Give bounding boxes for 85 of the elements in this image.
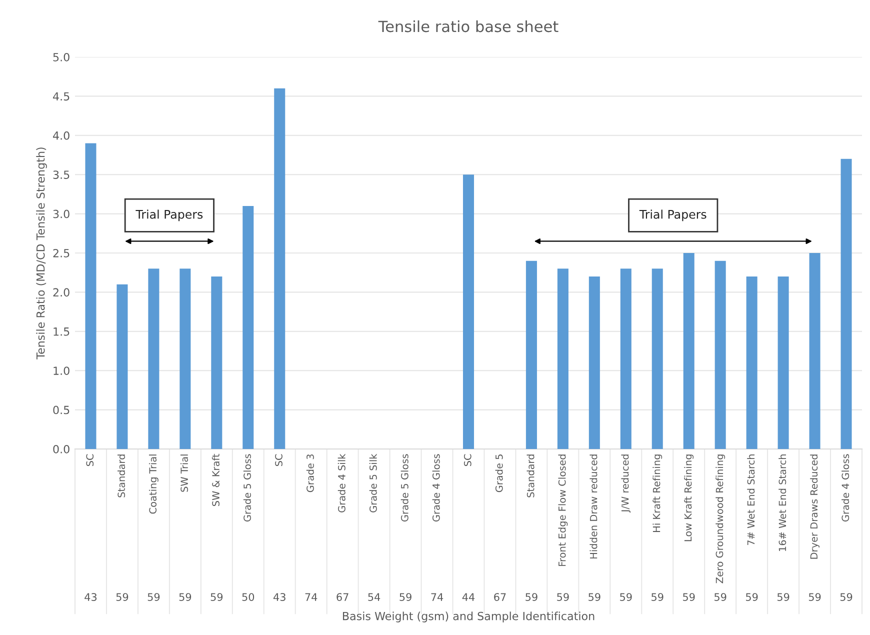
text: 59	[652, 593, 664, 601]
text: 43	[274, 593, 286, 601]
y-tick-label: 5.0	[53, 52, 70, 62]
y-tick-label: 2.5	[53, 248, 70, 258]
bar	[588, 276, 600, 449]
text: 59	[588, 593, 600, 601]
y-tick-label: 0.0	[53, 444, 70, 454]
x-tick-label: SC	[464, 454, 472, 466]
bar	[557, 268, 568, 449]
x-tick-label: Grade 3	[306, 454, 314, 492]
text: 59	[840, 593, 852, 601]
y-tick-label: 0.5	[53, 406, 70, 414]
y-tick-label: 3.5	[53, 170, 70, 179]
y-tick-label: 1.5	[54, 328, 70, 336]
text: 59	[683, 593, 695, 601]
x-tick-label: J/W reduced	[621, 454, 631, 513]
x-tick-label: Grade 5	[495, 454, 503, 492]
x-tick-label: Grade 4 Gloss	[842, 454, 850, 522]
bar	[620, 268, 632, 449]
text: 59	[808, 593, 821, 601]
annotation: Trial Papers	[639, 210, 706, 222]
y-tick-label: 4.5	[53, 92, 70, 101]
text: 67	[336, 593, 348, 601]
x-tick-label: SW Trial	[180, 454, 188, 492]
text: 59	[179, 593, 192, 601]
x-tick-label: Front Edge Flow Closed	[558, 454, 568, 566]
y-axis-title: Tensile Ratio (MD/CD Tensile Strength)	[36, 148, 47, 360]
y-tick-label: 1.0	[54, 366, 70, 375]
x-tick-label: Grade 4 Silk	[338, 454, 346, 512]
bar	[746, 276, 758, 449]
text: 54	[368, 593, 380, 601]
text: 59	[746, 593, 758, 601]
x-tick-label: Hi Kraft Refining	[652, 454, 662, 532]
text: 67	[494, 593, 506, 601]
bar	[242, 206, 254, 449]
bar	[148, 268, 160, 449]
y-tick-label: 3.0	[53, 210, 70, 218]
x-tick-label: Dryer Draws Reduced	[810, 454, 820, 559]
text: 59	[777, 593, 790, 601]
bar	[778, 276, 789, 449]
x-tick-label: SC	[86, 454, 94, 466]
text: 59	[400, 593, 412, 601]
x-tick-label: SW & Kraft	[212, 454, 220, 506]
text: 59	[116, 593, 128, 601]
bar	[526, 260, 537, 449]
text: 43	[84, 593, 97, 601]
chart-title: Tensile ratio base sheet	[378, 20, 558, 32]
x-tick-label: SC	[275, 454, 282, 466]
bar	[180, 268, 191, 449]
bar	[274, 88, 286, 449]
x-tick-label: 7# Wet End Starch	[747, 454, 755, 546]
bar	[652, 268, 663, 449]
x-tick-label: Grade 5 Gloss	[400, 454, 408, 522]
text: 59	[714, 593, 726, 601]
x-tick-label: Grade 5 Gloss	[243, 454, 251, 522]
text: 59	[620, 593, 632, 601]
bar	[809, 253, 820, 449]
bar	[85, 143, 96, 449]
text: 59	[557, 593, 569, 601]
bar	[211, 276, 222, 449]
text: 59	[148, 593, 160, 601]
x-tick-label: Grade 4 Gloss	[432, 454, 440, 522]
x-tick-label: Low Kraft Refining	[684, 454, 694, 542]
x-tick-label: Hidden Draw reduced	[590, 454, 598, 558]
x-tick-label: Standard	[526, 454, 534, 498]
x-tick-label: 16# Wet End Starch	[778, 454, 786, 551]
bar	[116, 284, 128, 449]
bar	[683, 253, 694, 449]
text: 59	[210, 593, 223, 601]
text: 50	[242, 593, 254, 601]
bar	[462, 174, 474, 449]
annotation: Trial Papers	[136, 210, 203, 222]
bar	[714, 260, 726, 449]
x-tick-label: Standard	[118, 454, 126, 498]
text: 74	[431, 593, 444, 601]
x-axis-title: Basis Weight (gsm) and Sample Identification	[342, 612, 594, 622]
text: 44	[462, 593, 475, 601]
x-tick-label: Coating Trial	[148, 454, 158, 514]
text: 74	[305, 593, 318, 601]
x-tick-label: Grade 5 Silk	[369, 454, 377, 512]
text: 59	[526, 593, 538, 601]
x-tick-label: Zero Groundwood Refining	[716, 454, 726, 584]
y-tick-label: 4.0	[53, 131, 70, 140]
bar	[840, 158, 852, 449]
y-tick-label: 2.0	[53, 288, 70, 297]
